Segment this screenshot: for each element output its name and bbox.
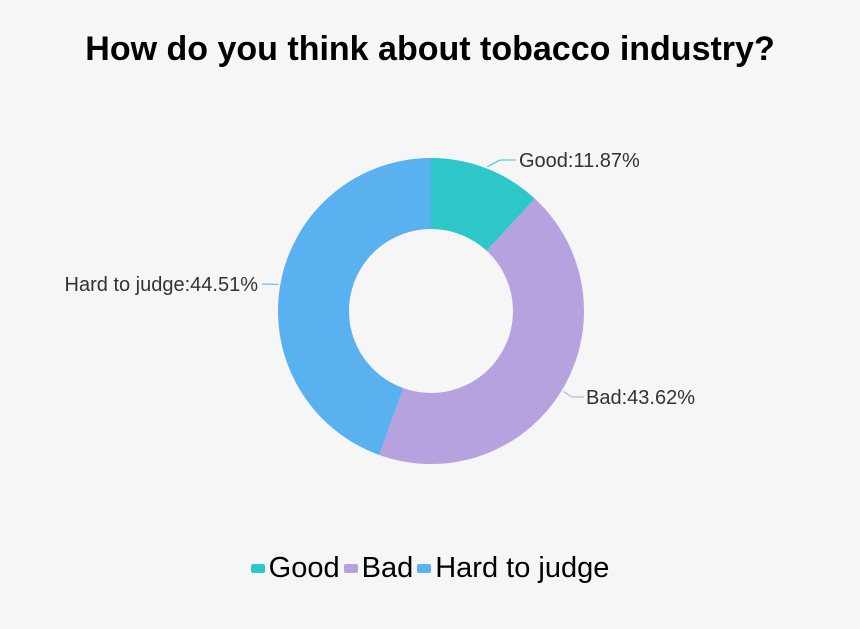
legend-label-hard-to-judge: Hard to judge bbox=[435, 552, 610, 584]
data-label-bad: Bad:43.62% bbox=[586, 387, 695, 409]
legend-item-hard-to-judge[interactable]: Hard to judge bbox=[417, 552, 609, 585]
legend-swatch-good bbox=[250, 564, 265, 573]
leader-line-bad bbox=[563, 390, 584, 398]
legend-label-good: Good bbox=[268, 552, 340, 584]
slice-hard-to-judge[interactable] bbox=[278, 158, 431, 455]
legend-label-bad: Bad bbox=[361, 552, 414, 584]
legend: Good Bad Hard to judge bbox=[0, 552, 860, 585]
legend-swatch-hard-to-judge bbox=[417, 564, 432, 573]
legend-item-bad[interactable]: Bad bbox=[343, 552, 414, 585]
legend-swatch-bad bbox=[343, 564, 358, 573]
slice-bad[interactable] bbox=[379, 198, 584, 465]
slice-good[interactable] bbox=[431, 158, 535, 251]
chart-title: How do you think about tobacco industry? bbox=[85, 30, 775, 68]
leader-line-good bbox=[487, 159, 516, 168]
legend-item-good[interactable]: Good bbox=[250, 552, 340, 585]
data-label-good: Good:11.87% bbox=[519, 150, 640, 172]
data-label-hard-to-judge: Hard to judge:44.51% bbox=[65, 274, 259, 296]
